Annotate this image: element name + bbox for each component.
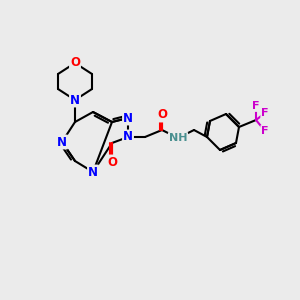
Text: N: N	[123, 130, 133, 143]
Text: N: N	[57, 136, 67, 148]
Text: O: O	[107, 155, 117, 169]
Text: O: O	[157, 109, 167, 122]
Text: N: N	[88, 166, 98, 178]
Text: F: F	[252, 101, 260, 111]
Text: NH: NH	[169, 133, 187, 143]
Text: N: N	[123, 112, 133, 124]
Text: O: O	[70, 56, 80, 70]
Text: F: F	[261, 108, 269, 118]
Text: N: N	[70, 94, 80, 106]
Text: F: F	[261, 126, 269, 136]
